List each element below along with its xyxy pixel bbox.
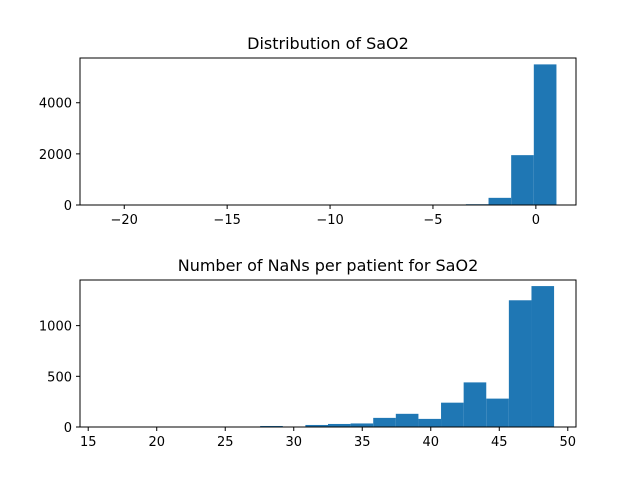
x-tick-label: 30 xyxy=(285,435,302,450)
x-axis-ticks: 15 20 25 30 35 40 45 50 xyxy=(80,427,576,450)
y-tick-label: 4000 xyxy=(39,97,72,112)
y-tick-label: 500 xyxy=(47,370,72,385)
histogram-bar xyxy=(328,423,351,427)
x-tick-label: 35 xyxy=(354,435,371,450)
bars-group xyxy=(260,286,555,427)
histogram-bar xyxy=(418,418,442,427)
x-tick-label: −5 xyxy=(423,213,442,228)
x-axis-ticks: −20 −15 −10 −5 0 xyxy=(111,205,540,228)
histogram-bar xyxy=(531,286,555,427)
x-tick-label: 45 xyxy=(491,435,508,450)
histogram-bar xyxy=(533,64,557,205)
histogram-bar xyxy=(260,425,283,427)
x-tick-label: 0 xyxy=(532,213,540,228)
y-tick-label: 0 xyxy=(64,421,72,436)
histogram-bar xyxy=(441,402,464,427)
x-tick-label: 25 xyxy=(217,435,234,450)
bars-group xyxy=(443,64,557,205)
chart-title: Distribution of SaO2 xyxy=(247,34,409,53)
x-tick-label: 15 xyxy=(80,435,97,450)
x-tick-label: 50 xyxy=(560,435,577,450)
y-axis-ticks: 0 2000 4000 xyxy=(39,97,80,214)
histogram-bar xyxy=(350,423,374,427)
histogram-bar xyxy=(486,398,509,427)
histogram-bar xyxy=(511,155,534,205)
histogram-bar xyxy=(508,300,532,427)
plot-frame xyxy=(79,57,577,206)
y-axis-ticks: 0 500 1000 xyxy=(39,320,80,436)
histogram-bar xyxy=(305,424,328,427)
y-tick-label: 2000 xyxy=(39,148,72,163)
x-tick-label: −10 xyxy=(316,213,343,228)
histogram-bar xyxy=(395,413,419,427)
histogram-bar xyxy=(488,197,512,205)
histogram-bar xyxy=(463,382,487,427)
x-tick-label: 40 xyxy=(422,435,439,450)
plot-frame xyxy=(79,279,577,428)
x-tick-label: −15 xyxy=(213,213,240,228)
histogram-bar xyxy=(373,417,396,427)
histogram-panel-saO2-distribution: Distribution of SaO2 −20 −15 −10 −5 0 0 2000 4… xyxy=(39,34,577,228)
y-tick-label: 1000 xyxy=(39,320,72,335)
y-tick-label: 0 xyxy=(64,199,72,214)
x-tick-label: 20 xyxy=(148,435,165,450)
histogram-panel-nans-per-patient: Number of NaNs per patient for SaO2 15 20… xyxy=(39,256,577,450)
x-tick-label: −20 xyxy=(111,213,138,228)
chart-title: Number of NaNs per patient for SaO2 xyxy=(178,256,479,275)
